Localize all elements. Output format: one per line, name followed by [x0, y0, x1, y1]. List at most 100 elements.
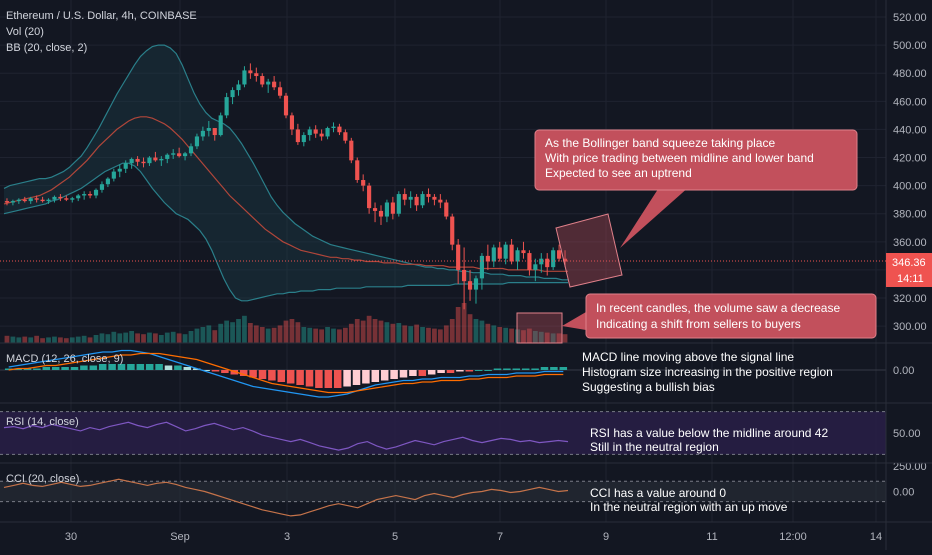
macd-note-line-3: Suggesting a bullish bias	[582, 380, 715, 394]
macd-note-line-1: MACD line moving above the signal line	[582, 350, 794, 364]
volume-bar	[63, 338, 69, 343]
volume-bar	[420, 327, 425, 343]
volume-bar	[46, 337, 51, 343]
volume-bar	[242, 315, 247, 343]
candle-body	[153, 157, 158, 161]
candle-body	[22, 199, 27, 202]
candle-body	[283, 95, 289, 116]
volume-bar	[527, 328, 532, 343]
volume-bar	[348, 323, 354, 343]
macd-histogram-bar	[512, 368, 521, 370]
candle-body	[343, 132, 348, 141]
cci-axis-tick: 250.00	[893, 461, 927, 473]
cci-legend[interactable]: CCI (20, close)	[6, 473, 79, 485]
volume-bars	[4, 303, 568, 343]
volume-bar	[34, 335, 40, 343]
candle-body	[355, 160, 360, 181]
volume-bar	[28, 337, 34, 343]
volume-bar	[117, 333, 123, 343]
bb-callout-line-3: Expected to see an uptrend	[545, 166, 692, 180]
volume-bar	[443, 325, 449, 343]
volume-bar	[22, 336, 28, 343]
chart-title[interactable]: Ethereum / U.S. Dollar, 4h, COINBASE	[6, 10, 197, 22]
volume-bar	[182, 334, 188, 343]
price-tick-label: 380.00	[893, 209, 927, 221]
macd-histogram-bar	[521, 368, 530, 370]
macd-histogram-bar	[503, 368, 511, 370]
volume-bar	[366, 315, 372, 343]
rsi-legend[interactable]: RSI (14, close)	[6, 416, 79, 428]
candle-body	[372, 208, 378, 211]
time-tick-label: 7	[497, 531, 503, 543]
volume-bar	[521, 330, 526, 343]
candle-body	[414, 196, 419, 206]
macd-histogram-bar	[474, 370, 483, 371]
macd-histogram-bar	[352, 370, 361, 385]
volume-bar	[194, 328, 200, 343]
rsi-line	[3, 421, 569, 451]
candle-body	[337, 126, 342, 133]
rsi-note-line-1: RSI has a value below the midline around…	[590, 426, 828, 440]
volume-callout-line-2: Indicating a shift from sellers to buyer…	[596, 317, 801, 331]
macd-histogram-bar	[399, 370, 408, 378]
candle-body	[485, 255, 490, 262]
candle-body	[236, 84, 241, 91]
volume-bar	[396, 323, 402, 343]
volume-bar	[10, 336, 16, 343]
macd-histogram-bar	[456, 370, 464, 372]
candle-body	[16, 199, 21, 202]
candle-body	[266, 81, 271, 85]
candle-body	[248, 70, 253, 74]
time-tick-label: 3	[284, 531, 290, 543]
volume-legend[interactable]: Vol (20)	[6, 26, 44, 38]
candle-body	[325, 128, 330, 137]
volume-bar	[331, 328, 336, 343]
bb-callout-line-2: With price trading between midline and l…	[545, 151, 814, 165]
macd-histogram-bar	[155, 364, 163, 370]
macd-histogram-bar	[89, 365, 98, 370]
price-tag-box	[886, 253, 932, 287]
volume-bar	[105, 334, 111, 343]
volume-bar	[283, 320, 289, 343]
price-tick-label: 420.00	[893, 153, 927, 165]
macd-histogram-bar	[286, 370, 295, 384]
volume-bar	[562, 334, 568, 343]
macd-legend[interactable]: MACD (12, 26, close, 9)	[6, 353, 123, 365]
bb-basis-line	[3, 116, 568, 272]
volume-bar	[509, 328, 514, 343]
macd-histogram-bar	[33, 368, 41, 370]
candle-body	[242, 70, 247, 85]
candle-body	[331, 126, 336, 129]
candle-body	[295, 129, 300, 143]
volume-bar	[426, 327, 431, 343]
macd-histogram-bar	[362, 370, 370, 384]
bb-legend[interactable]: BB (20, close, 2)	[6, 42, 87, 54]
candle-body	[301, 135, 306, 143]
candle-body	[93, 189, 99, 196]
candle-body	[224, 97, 229, 116]
candle-body	[557, 250, 562, 259]
candle-body	[539, 258, 544, 265]
candle-body	[456, 244, 461, 270]
rsi-note-line-2: Still in the neutral region	[590, 440, 719, 454]
candle-body	[46, 199, 51, 202]
volume-bar	[479, 320, 485, 343]
price-tick-label: 500.00	[893, 40, 927, 52]
candle-body	[82, 194, 87, 196]
volume-bar	[69, 337, 75, 343]
volume-bar	[141, 334, 146, 343]
volume-bar	[93, 335, 99, 343]
time-axis[interactable]: 30 Sep 3 5 7 9 11 12:00 14	[65, 531, 882, 543]
candle-body	[111, 171, 116, 179]
candle-body	[52, 196, 57, 200]
candle-body	[254, 73, 259, 77]
macd-histogram-bar	[70, 367, 79, 370]
candle-body	[230, 90, 235, 98]
price-tick-label: 460.00	[893, 96, 927, 108]
candle-body	[200, 130, 205, 137]
macd-histogram-bar	[136, 364, 145, 370]
candle-body	[218, 115, 223, 136]
volume-bar	[354, 319, 360, 343]
macd-histogram-bar	[484, 370, 492, 371]
macd-histogram-bar	[183, 367, 192, 370]
